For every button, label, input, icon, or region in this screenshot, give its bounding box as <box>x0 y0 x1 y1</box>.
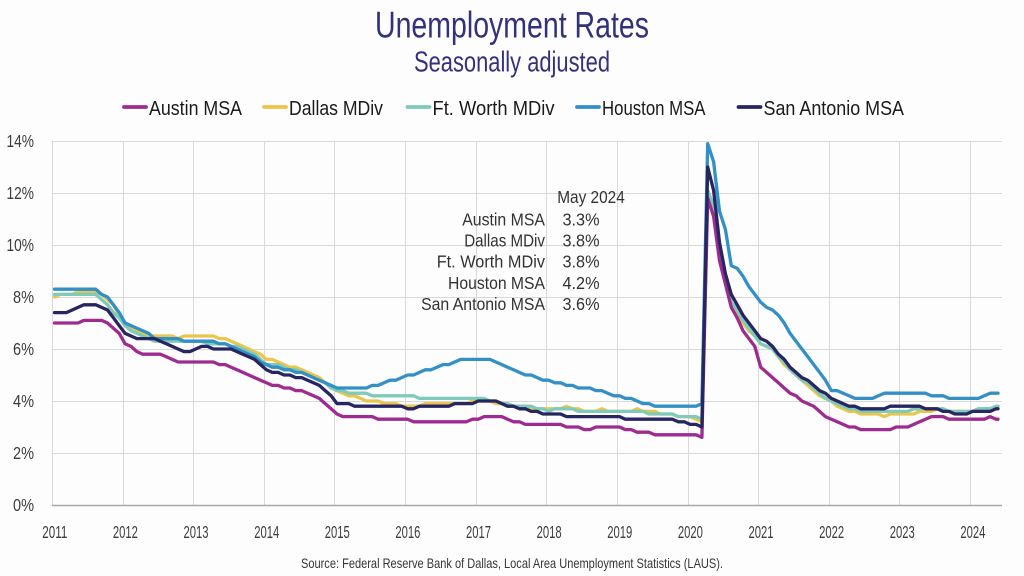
svg-text:14%: 14% <box>7 131 35 151</box>
svg-text:May 2024: May 2024 <box>557 187 625 207</box>
svg-text:Seasonally adjusted: Seasonally adjusted <box>414 46 610 78</box>
svg-text:2012: 2012 <box>113 522 138 542</box>
svg-text:2023: 2023 <box>890 522 915 542</box>
svg-text:2022: 2022 <box>819 522 844 542</box>
svg-text:4.2%: 4.2% <box>563 273 600 293</box>
svg-text:4%: 4% <box>13 391 34 411</box>
svg-text:3.6%: 3.6% <box>563 294 600 314</box>
svg-text:3.8%: 3.8% <box>563 252 600 272</box>
svg-text:2015: 2015 <box>325 522 350 542</box>
svg-text:2020: 2020 <box>678 522 703 542</box>
svg-text:San Antonio MSA: San Antonio MSA <box>421 294 545 314</box>
svg-text:Houston MSA: Houston MSA <box>448 273 545 293</box>
svg-text:2014: 2014 <box>254 522 279 542</box>
svg-text:Dallas MDiv: Dallas MDiv <box>464 231 545 251</box>
svg-text:12%: 12% <box>7 183 35 203</box>
svg-text:6%: 6% <box>13 339 34 359</box>
svg-text:Unemployment Rates: Unemployment Rates <box>375 4 649 46</box>
svg-text:3.8%: 3.8% <box>563 231 600 251</box>
svg-text:San Antonio MSA: San Antonio MSA <box>764 97 905 120</box>
svg-text:3.3%: 3.3% <box>563 209 600 229</box>
svg-text:2013: 2013 <box>184 522 209 542</box>
svg-text:Ft. Worth MDiv: Ft. Worth MDiv <box>437 252 546 272</box>
svg-text:Houston MSA: Houston MSA <box>602 97 706 120</box>
svg-text:0%: 0% <box>13 495 34 515</box>
svg-text:Dallas MDiv: Dallas MDiv <box>289 97 384 120</box>
svg-text:2018: 2018 <box>537 522 562 542</box>
svg-text:2011: 2011 <box>42 522 67 542</box>
svg-text:Austin MSA: Austin MSA <box>462 209 545 229</box>
svg-text:Ft. Worth MDiv: Ft. Worth MDiv <box>433 97 556 120</box>
svg-text:2024: 2024 <box>960 522 985 542</box>
svg-text:8%: 8% <box>13 287 34 307</box>
svg-text:10%: 10% <box>7 235 35 255</box>
svg-text:2021: 2021 <box>749 522 774 542</box>
svg-text:2017: 2017 <box>466 522 491 542</box>
svg-text:2%: 2% <box>13 443 34 463</box>
svg-text:2019: 2019 <box>607 522 632 542</box>
svg-text:Austin MSA: Austin MSA <box>149 97 242 120</box>
svg-text:2016: 2016 <box>395 522 420 542</box>
svg-text:Source: Federal Reserve Bank o: Source: Federal Reserve Bank of Dallas, … <box>301 556 723 571</box>
